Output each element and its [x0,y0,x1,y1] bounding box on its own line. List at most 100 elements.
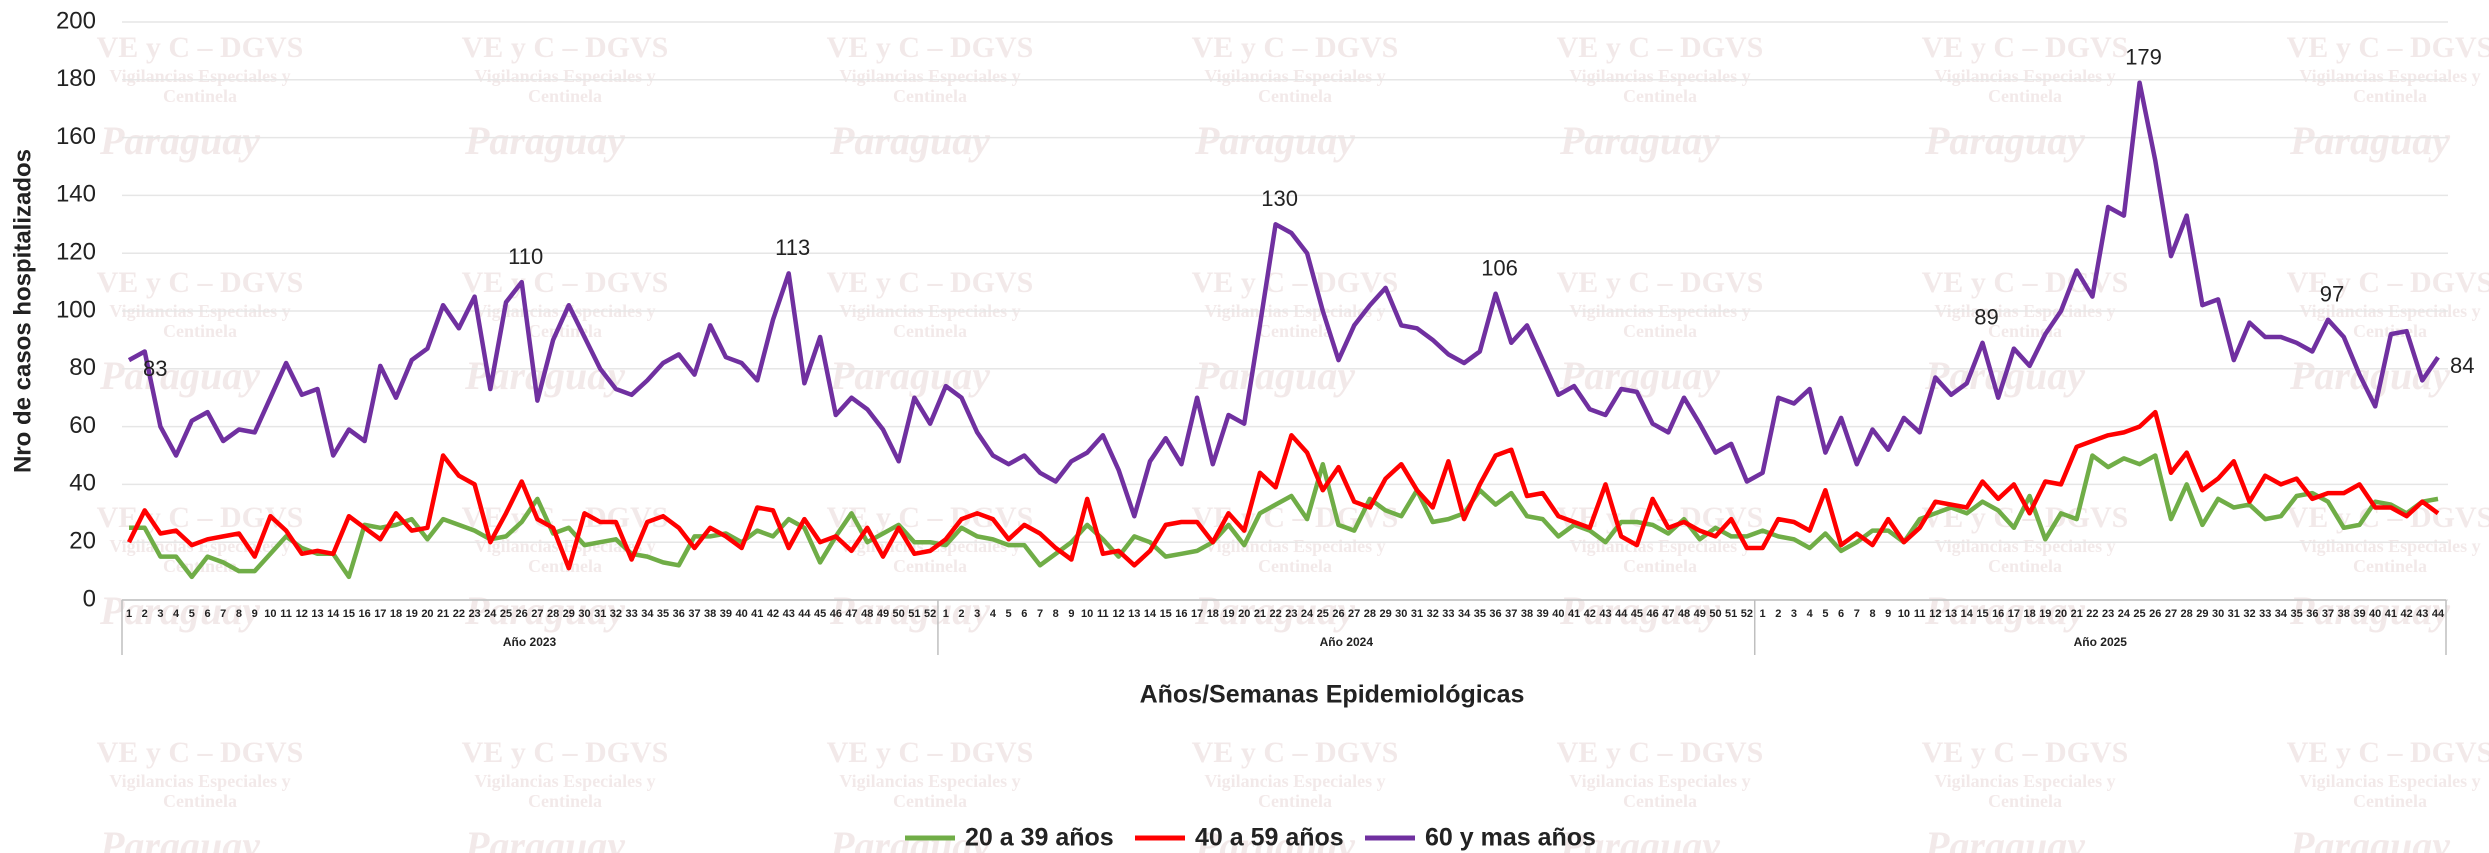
series-line [126,409,2440,571]
watermark-text: Centinela [1623,321,1697,341]
x-tick-label: 21 [2071,608,2083,620]
x-tick-label: 10 [264,608,276,620]
watermark-text: Paraguay [464,588,625,633]
watermark-text: Centinela [1623,791,1697,811]
watermark-text: Centinela [528,791,602,811]
x-tick-label: 26 [516,608,528,620]
data-label: 130 [1261,186,1298,211]
x-tick-label: 16 [1175,608,1187,620]
watermark-text: VE y C – DGVS [462,31,669,64]
watermark-text: Paraguay [1194,823,1355,853]
series-line [127,80,2440,519]
x-tick-label: 2 [142,608,148,620]
x-tick-label: 43 [1599,608,1611,620]
x-tick-label: 31 [2228,608,2240,620]
x-tick-label: 6 [204,608,210,620]
y-tick-label: 180 [56,65,96,92]
watermark-text: Paraguay [99,588,260,633]
x-tick-label: 7 [220,608,226,620]
data-label: 84 [2450,353,2474,378]
y-tick-label: 120 [56,239,96,266]
x-tick-label: 23 [1285,608,1297,620]
x-tick-label: 18 [2023,608,2035,620]
x-tick-label: 35 [2291,608,2303,620]
x-tick-label: 16 [1992,608,2004,620]
watermark-text: Vigilancias Especiales y [474,66,655,86]
x-tick-label: 31 [594,608,606,620]
x-tick-label: 11 [1914,608,1926,620]
x-tick-label: 33 [1442,608,1454,620]
watermark-text: VE y C – DGVS [97,736,304,769]
y-tick-label: 200 [56,7,96,34]
x-tick-label: 51 [908,608,920,620]
watermark-text: Paraguay [1194,353,1355,398]
legend-label: 40 a 59 años [1195,824,1344,852]
watermark-text: Paraguay [829,353,990,398]
x-tick-label: 3 [157,608,163,620]
x-tick-label: 29 [2196,608,2208,620]
watermark-text: Vigilancias Especiales y [1569,536,1750,556]
watermark-text: Centinela [2353,791,2427,811]
x-tick-label: 29 [1379,608,1391,620]
x-tick-label: 22 [1270,608,1282,620]
x-tick-label: 20 [2055,608,2067,620]
x-tick-label: 13 [311,608,323,620]
x-tick-label: 20 [1238,608,1250,620]
watermark-text: Vigilancias Especiales y [2299,66,2480,86]
x-tick-label: 12 [1112,608,1124,620]
watermark-text: Paraguay [1559,118,1720,163]
watermark-text: Centinela [1988,556,2062,576]
x-tick-label: 9 [252,608,258,620]
x-tick-label: 15 [1160,608,1172,620]
x-tick-label: 4 [173,608,180,620]
x-tick-label: 19 [406,608,418,620]
watermark-text: VE y C – DGVS [2287,31,2489,64]
x-tick-label: 17 [374,608,386,620]
x-tick-label: 47 [845,608,857,620]
x-tick-label: 33 [626,608,638,620]
x-tick-label: 39 [2353,608,2365,620]
watermark-text: Centinela [1258,791,1332,811]
data-label: 83 [143,356,167,381]
watermark-text: Paraguay [2289,588,2450,633]
x-tick-label: 36 [1489,608,1501,620]
x-tick-label: 25 [500,608,512,620]
x-tick-label: 38 [2338,608,2350,620]
x-tick-label: 1 [126,608,132,620]
watermark-text: Vigilancias Especiales y [1204,536,1385,556]
watermark-text: Centinela [893,321,967,341]
x-tick-label: 25 [1317,608,1329,620]
x-tick-label: 5 [1006,608,1012,620]
x-tick-label: 44 [2432,608,2445,620]
series-line [129,453,2439,580]
x-tick-label: 13 [1945,608,1957,620]
watermark-text: VE y C – DGVS [2287,266,2489,299]
x-tick-label: 17 [2008,608,2020,620]
x-tick-label: 21 [1254,608,1266,620]
data-label: 106 [1481,255,1518,280]
watermark-text: VE y C – DGVS [1557,266,1764,299]
x-axis-title: Años/Semanas Epidemiológicas [1140,681,1525,709]
x-tick-label: 36 [673,608,685,620]
x-tick-label: 39 [1537,608,1549,620]
x-tick-label: 22 [453,608,465,620]
watermark-text: Paraguay [1559,353,1720,398]
x-tick-label: 40 [1552,608,1564,620]
watermark-text: Vigilancias Especiales y [1204,66,1385,86]
watermark-text: Vigilancias Especiales y [1934,66,2115,86]
watermark-text: Vigilancias Especiales y [1204,771,1385,791]
watermark-text: Centinela [1988,86,2062,106]
watermark-text: VE y C – DGVS [1922,31,2129,64]
x-tick-label: 3 [974,608,980,620]
x-tick-label: 11 [1097,608,1109,620]
watermark-text: Vigilancias Especiales y [2299,536,2480,556]
watermark-text: Paraguay [1924,118,2085,163]
x-tick-label: 14 [1961,608,1974,620]
x-tick-label: 30 [2212,608,2224,620]
x-tick-label: 12 [1929,608,1941,620]
x-tick-label: 10 [1081,608,1093,620]
x-tick-label: 3 [1791,608,1797,620]
x-tick-label: 40 [735,608,747,620]
x-tick-label: 52 [1741,608,1753,620]
